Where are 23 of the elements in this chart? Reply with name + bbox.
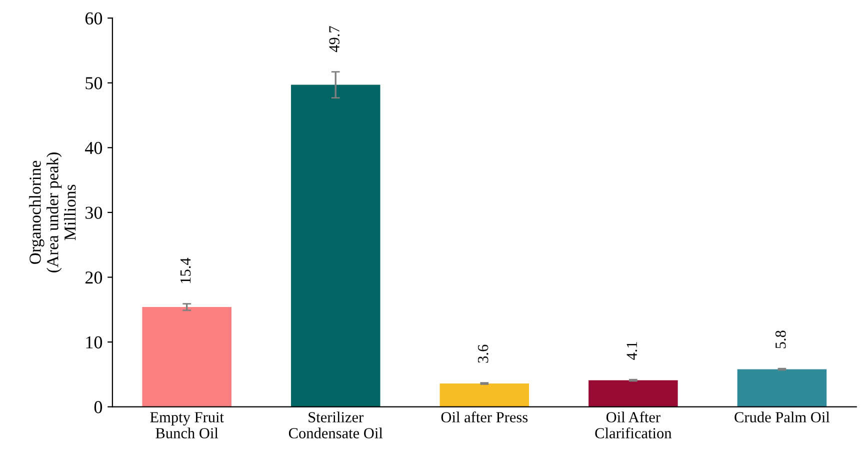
x-tick-label: Empty Fruit Bunch Oil (150, 412, 224, 438)
data-label: 3.6 (478, 344, 488, 363)
y-tick-label: 30 (86, 206, 102, 219)
y-tick-label: 10 (86, 336, 102, 348)
y-tick-label: 60 (85, 12, 102, 25)
y-tick-label: 0 (94, 401, 102, 414)
bar (142, 307, 232, 407)
data-label: 4.1 (626, 342, 638, 360)
bar (588, 380, 678, 407)
x-tick-label: Sterilizer Condensate Oil (288, 412, 383, 438)
bar (440, 383, 530, 407)
y-tick-label: 50 (86, 77, 102, 90)
y-tick-label: 40 (85, 142, 102, 154)
x-tick-label: Crude Palm Oil (734, 412, 830, 422)
y-axis-title: Organochlorine (Area under peak) Millions (29, 152, 76, 272)
data-label: 5.8 (775, 330, 786, 348)
y-tick-label: 20 (85, 271, 102, 284)
bar (290, 84, 380, 407)
x-tick-label: Oil After Clarification (595, 412, 672, 438)
data-label: 49.7 (329, 26, 340, 52)
x-tick-label: Oil after Press (441, 412, 528, 422)
bar (737, 369, 827, 407)
data-label: 15.4 (180, 258, 191, 283)
